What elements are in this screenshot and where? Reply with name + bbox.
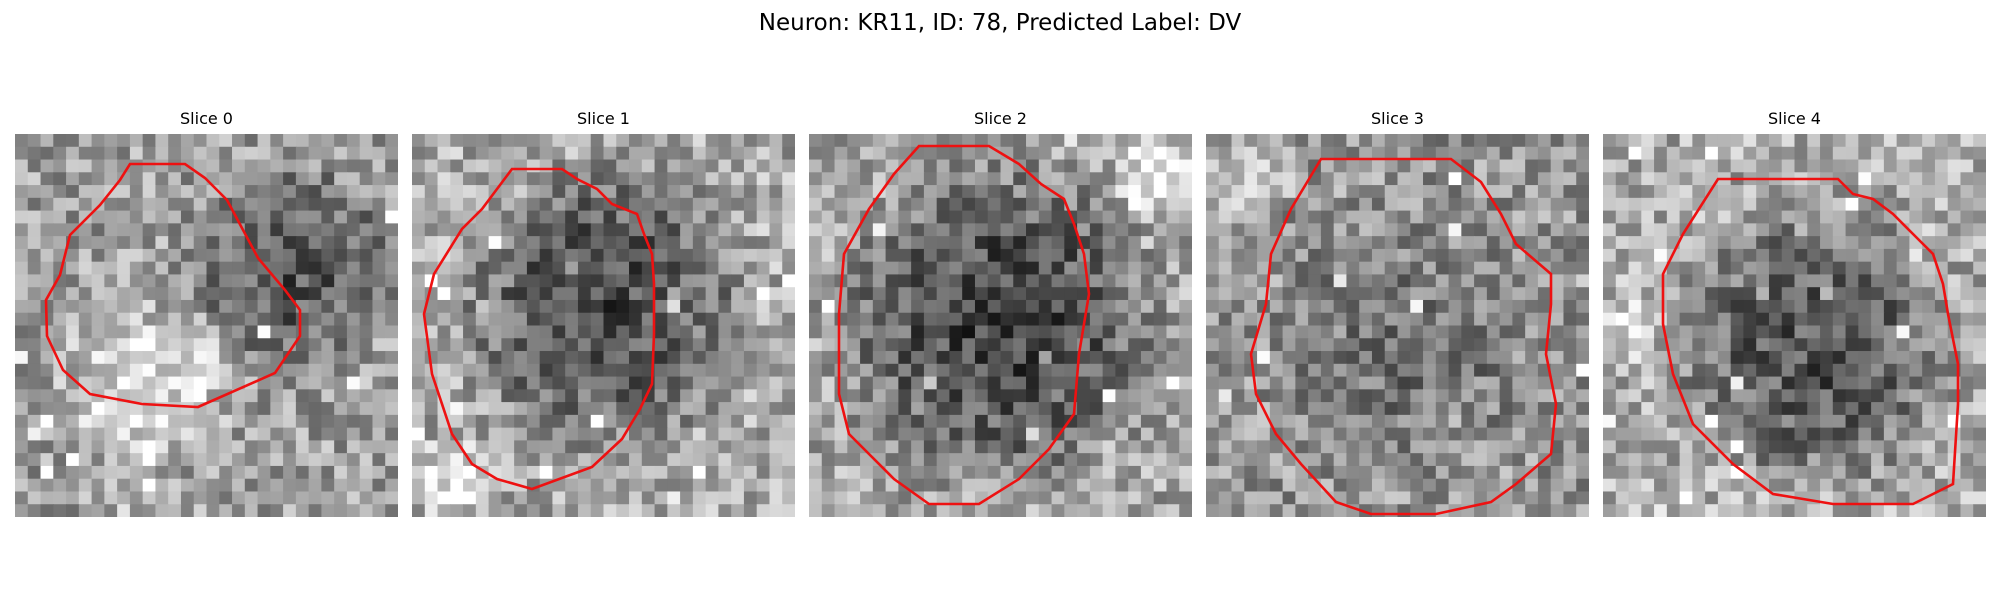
contour-outline — [44, 162, 302, 409]
panel-title: Slice 0 — [180, 109, 233, 128]
contour-outline — [837, 144, 1091, 506]
contour-outline — [1249, 157, 1558, 516]
slice-image — [15, 134, 398, 517]
slice-image — [1603, 134, 1986, 517]
slice-image — [1206, 134, 1589, 517]
panel-title: Slice 1 — [577, 109, 630, 128]
slice-image — [412, 134, 795, 517]
slice-image — [809, 134, 1192, 517]
panel-title: Slice 3 — [1371, 109, 1424, 128]
figure-title: Neuron: KR11, ID: 78, Predicted Label: D… — [758, 10, 1242, 36]
panel-title: Slice 4 — [1768, 109, 1821, 128]
contour-outline — [422, 167, 656, 491]
panel-title: Slice 2 — [974, 109, 1027, 128]
contour-outline — [1661, 177, 1960, 506]
